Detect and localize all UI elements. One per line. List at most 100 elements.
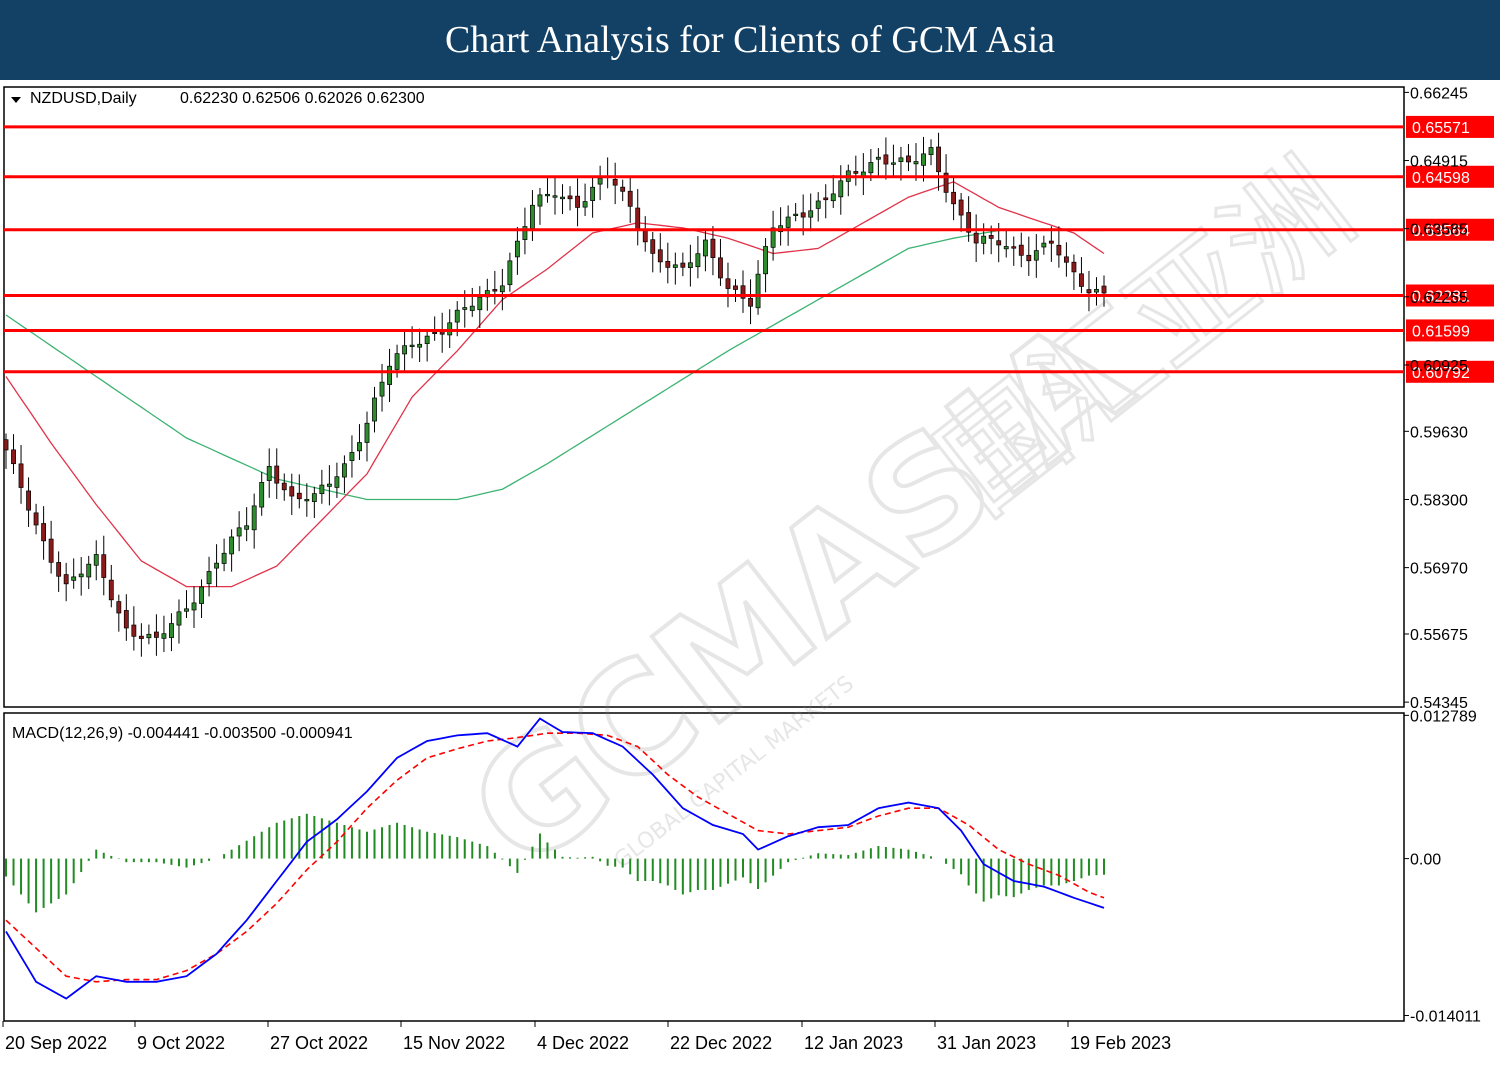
candle-body [138,635,144,639]
candle-body [823,197,829,201]
candle-body [913,161,919,165]
candle-body [590,186,596,201]
candle-body [447,322,453,336]
candle-body [1094,288,1099,293]
candle-body [988,235,994,239]
macd-y-tick-label: 0.012789 [1410,708,1477,725]
level-price-tag [1406,319,1494,342]
candle-body [702,239,708,257]
level-price-label: 0.60792 [1412,365,1470,382]
candle-body [11,449,16,465]
candle-body [973,232,979,244]
candle-body [650,239,656,254]
candle-body [1026,254,1032,262]
candle-body [763,246,768,275]
candle-body [755,273,761,309]
candle-body [695,253,701,268]
candle-body [289,486,295,497]
candle-body [740,285,746,299]
level-price-tag [1406,360,1494,383]
candle-body [153,631,159,638]
level-price-label: 0.65571 [1412,120,1470,137]
candle-body [657,249,663,263]
candle-body [364,422,370,443]
candle-body [514,240,520,258]
candle-body [891,162,896,165]
candle-body [221,552,227,564]
candle-body [1063,256,1069,263]
candle-body [793,213,799,216]
candle-body [71,576,77,581]
x-tick-label: 20 Sep 2022 [5,1033,107,1053]
candle-body [394,353,400,370]
candle-body [1086,289,1092,294]
candle-body [387,365,392,385]
candle-body [733,285,738,290]
candle-body [575,195,580,208]
y-tick-label: 0.66245 [1410,85,1468,102]
candle-body [244,525,250,530]
candle-body [161,633,167,639]
y-tick-label: 0.59630 [1410,424,1468,441]
x-tick-label: 27 Oct 2022 [270,1033,368,1053]
candle-body [379,381,385,397]
candle-body [868,162,874,174]
candle-body [710,238,716,258]
candle-body [417,343,423,348]
candle-body [560,196,565,200]
candle-body [334,476,340,488]
candle-body [672,264,678,268]
candle-body [116,601,122,614]
y-tick-label: 0.55675 [1410,627,1468,644]
candle-body [146,633,152,639]
candle-body [281,482,287,491]
candle-body [48,538,54,563]
candle-body [582,201,588,208]
candle-body [56,562,62,577]
candle-body [597,177,603,185]
candle-body [26,490,31,511]
candle-body [1101,285,1107,294]
candle-body [3,439,9,451]
candle-body [101,554,107,578]
candle-body [966,212,972,233]
x-tick-label: 9 Oct 2022 [137,1033,225,1053]
candle-body [199,586,204,604]
macd-y-tick-label: -0.014011 [1410,1009,1481,1026]
candle-body [191,602,197,611]
level-price-tag [1406,115,1494,138]
slow-moving-average-line [5,228,1104,501]
ohlc-label: 0.62230 0.62506 0.62026 0.62300 [180,90,425,107]
candle-body [815,200,821,209]
candle-body [883,154,889,165]
y-tick-label: 0.54345 [1410,695,1468,712]
price-panel [3,86,1405,708]
level-price-label: 0.63564 [1412,223,1470,240]
candle-body [748,297,753,307]
candle-body [274,465,280,484]
macd-label: MACD(12,26,9) -0.004441 -0.003500 -0.000… [12,725,353,742]
x-tick-label: 4 Dec 2022 [537,1033,629,1053]
x-tick-label: 19 Feb 2023 [1070,1033,1171,1053]
candle-body [537,194,543,207]
candle-body [718,257,723,279]
candle-body [93,554,99,566]
candle-body [259,482,265,508]
candle-body [620,186,626,192]
candle-body [770,227,776,248]
level-price-label: 0.61599 [1412,323,1470,340]
candle-body [18,463,24,488]
candle-body [507,260,513,286]
candle-body [33,512,39,526]
candle-body [342,463,347,478]
candle-body [522,226,528,240]
candle-body [665,260,671,268]
candle-body [492,289,498,292]
candle-body [206,571,212,585]
candle-body [928,147,934,156]
candle-body [41,523,47,542]
candle-body [311,493,317,502]
candle-body [229,536,235,555]
macd-main-line [5,717,1105,1000]
